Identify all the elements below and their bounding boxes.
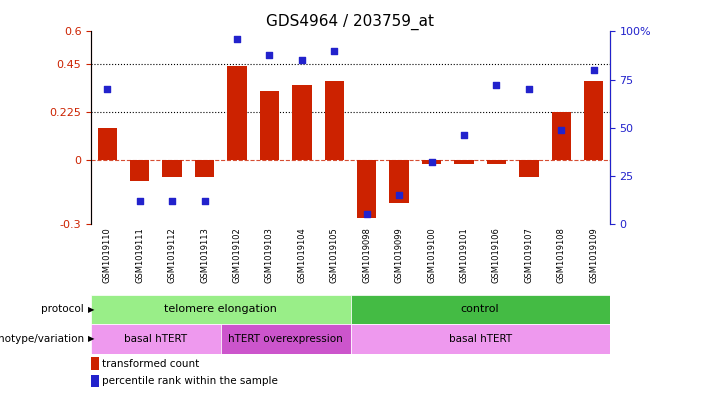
Text: hTERT overexpression: hTERT overexpression — [229, 334, 343, 344]
Text: GSM1019111: GSM1019111 — [135, 228, 144, 283]
Text: protocol: protocol — [41, 305, 84, 314]
Point — [588, 67, 599, 73]
Text: GSM1019107: GSM1019107 — [524, 228, 533, 283]
Bar — [221, 324, 350, 354]
Point — [393, 192, 404, 198]
Point — [199, 198, 210, 204]
Text: transformed count: transformed count — [102, 358, 199, 369]
Text: telomere elongation: telomere elongation — [164, 305, 278, 314]
Bar — [584, 81, 604, 160]
Bar — [195, 160, 215, 177]
Text: GSM1019110: GSM1019110 — [103, 228, 112, 283]
Bar — [350, 324, 610, 354]
Point — [426, 159, 437, 165]
Point — [102, 86, 113, 92]
Point — [297, 57, 308, 63]
Point — [167, 198, 178, 204]
Bar — [357, 160, 376, 218]
Text: GSM1019103: GSM1019103 — [265, 228, 274, 283]
Point — [491, 82, 502, 88]
Bar — [227, 66, 247, 160]
Point — [458, 132, 470, 139]
Bar — [350, 295, 610, 324]
Text: GSM1019113: GSM1019113 — [200, 228, 209, 283]
Bar — [91, 324, 221, 354]
Text: percentile rank within the sample: percentile rank within the sample — [102, 376, 278, 386]
Text: GSM1019106: GSM1019106 — [492, 228, 501, 283]
Text: GSM1019108: GSM1019108 — [557, 228, 566, 283]
Text: GSM1019101: GSM1019101 — [459, 228, 468, 283]
Text: genotype/variation: genotype/variation — [0, 334, 84, 344]
Text: ▶: ▶ — [88, 305, 94, 314]
Title: GDS4964 / 203759_at: GDS4964 / 203759_at — [266, 14, 435, 30]
Point — [231, 36, 243, 42]
Text: GSM1019109: GSM1019109 — [589, 228, 598, 283]
Text: GSM1019112: GSM1019112 — [168, 228, 177, 283]
Bar — [390, 160, 409, 203]
Text: GSM1019105: GSM1019105 — [329, 228, 339, 283]
Text: basal hTERT: basal hTERT — [449, 334, 512, 344]
Bar — [292, 85, 311, 160]
Bar — [422, 160, 442, 164]
Text: basal hTERT: basal hTERT — [124, 334, 188, 344]
Text: GSM1019102: GSM1019102 — [233, 228, 242, 283]
Point — [264, 51, 275, 58]
Bar — [454, 160, 474, 164]
Point — [361, 211, 372, 218]
Bar — [552, 112, 571, 160]
Point — [556, 127, 567, 133]
Bar — [519, 160, 538, 177]
Bar — [325, 81, 344, 160]
Bar — [130, 160, 149, 181]
Bar — [163, 160, 182, 177]
Bar — [97, 128, 117, 160]
Point — [523, 86, 534, 92]
Bar — [91, 295, 350, 324]
Bar — [91, 357, 99, 369]
Point — [134, 198, 145, 204]
Bar — [486, 160, 506, 164]
Text: GSM1019098: GSM1019098 — [362, 228, 372, 283]
Bar — [91, 375, 99, 387]
Text: GSM1019104: GSM1019104 — [297, 228, 306, 283]
Bar — [260, 91, 279, 160]
Text: ▶: ▶ — [88, 334, 94, 343]
Point — [329, 48, 340, 54]
Text: GSM1019099: GSM1019099 — [395, 228, 404, 283]
Text: GSM1019100: GSM1019100 — [427, 228, 436, 283]
Text: control: control — [461, 305, 500, 314]
